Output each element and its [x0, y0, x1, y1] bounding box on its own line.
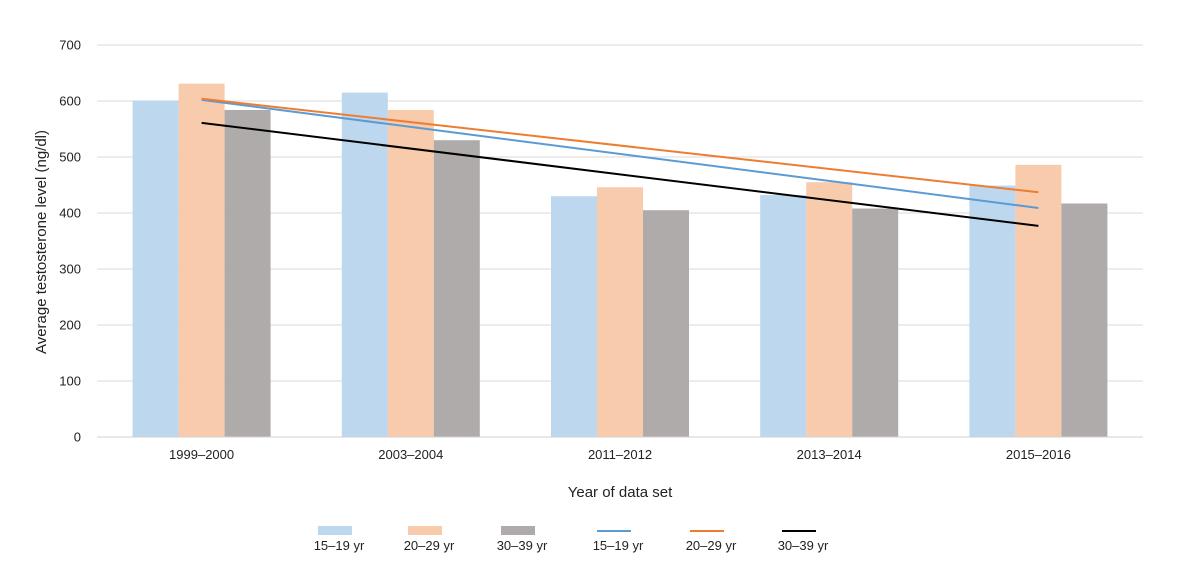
- bar-15-19-yr-2003-2004: [341, 92, 388, 437]
- y-tick-label: 700: [59, 38, 81, 53]
- bar-20-29-yr-2015-2016: [1015, 164, 1062, 437]
- legend-swatch: [408, 526, 442, 535]
- legend-swatch: [318, 526, 352, 535]
- bar-20-29-yr-1999-2000: [178, 83, 225, 437]
- bar-15-19-yr-1999-2000: [132, 100, 179, 437]
- y-tick-label: 600: [59, 94, 81, 109]
- x-tick-label: 2015–2016: [1006, 447, 1071, 462]
- bars: [132, 83, 1108, 438]
- legend-label: 30–39 yr: [497, 538, 548, 553]
- trendline-20-29-yr: [201, 97, 1039, 194]
- x-tick-label: 2003–2004: [378, 447, 443, 462]
- y-axis-ticks: 0 100 200 300 400 500 600 700: [59, 38, 81, 445]
- trendline-15-19-yr: [201, 98, 1039, 209]
- y-tick-label: 500: [59, 150, 81, 165]
- legend-label: 20–29 yr: [686, 538, 737, 553]
- trendlines: [201, 97, 1039, 227]
- x-axis-title: Year of data set: [568, 484, 673, 501]
- bar-20-29-yr-2013-2014: [806, 182, 853, 437]
- x-axis-ticks: 1999–2000 2003–2004 2011–2012 2013–2014 2015…: [169, 447, 1071, 462]
- trendline-30-39-yr: [201, 121, 1039, 227]
- x-tick-label: 2011–2012: [588, 447, 652, 462]
- legend-swatch: [501, 526, 535, 535]
- y-tick-label: 300: [59, 262, 81, 277]
- bar-20-29-yr-2011-2012: [597, 187, 643, 437]
- bar-15-19-yr-2013-2014: [760, 195, 807, 437]
- y-tick-label: 100: [59, 374, 81, 389]
- y-tick-label: 0: [74, 430, 81, 445]
- bar-20-29-yr-2003-2004: [387, 109, 434, 438]
- bar-30-39-yr-1999-2000: [224, 109, 271, 438]
- bar-15-19-yr-2011-2012: [551, 196, 597, 437]
- bar-30-39-yr-2003-2004: [433, 140, 480, 437]
- bar-15-19-yr-2015-2016: [969, 185, 1016, 437]
- y-axis-title: Average testosterone level (ng/dl): [33, 130, 50, 354]
- bar-30-39-yr-2015-2016: [1061, 203, 1108, 437]
- legend-label: 15–19 yr: [314, 538, 365, 553]
- legend-label: 15–19 yr: [593, 538, 644, 553]
- x-tick-label: 1999–2000: [169, 447, 234, 462]
- legend-label: 30–39 yr: [778, 538, 829, 553]
- legend-label: 20–29 yr: [404, 538, 455, 553]
- y-tick-label: 200: [59, 318, 81, 333]
- x-tick-label: 2013–2014: [797, 447, 862, 462]
- bar-30-39-yr-2011-2012: [643, 210, 689, 437]
- y-tick-label: 400: [59, 206, 81, 221]
- bar-30-39-yr-2013-2014: [852, 208, 899, 437]
- legend: 15–19 yr 20–29 yr 30–39 yr 15–19 yr 20–29 yr…: [314, 526, 829, 553]
